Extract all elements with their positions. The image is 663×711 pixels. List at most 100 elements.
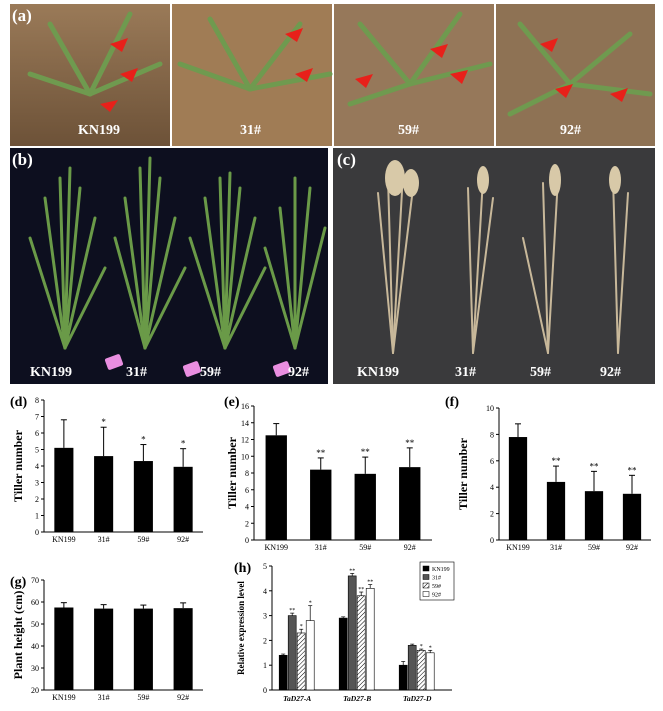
d-ytick-label: 8 <box>35 396 39 405</box>
e-sig-mark: ** <box>405 438 415 448</box>
d-xtick-label: 59# <box>137 535 149 544</box>
h-legend-label: 92# <box>432 593 441 599</box>
d-ytick-label: 6 <box>35 429 39 438</box>
panel-a-photo: (a) KN199 31# 59# 92# <box>10 4 655 146</box>
h-sig-mark: ** <box>349 568 355 574</box>
d-xtick-label: 92# <box>177 535 189 544</box>
h-panel-letter: (h) <box>234 561 251 576</box>
d-sig-mark: * <box>101 417 106 427</box>
e-bar <box>310 469 332 540</box>
h-bar <box>347 575 357 691</box>
chart-f: 0 2 4 6 8 10 (f) Tiller number KN199 ** 31# ** 59# **… <box>445 395 651 552</box>
f-ytick-label: 4 <box>490 483 494 492</box>
h-legend-label: KN199 <box>432 567 450 573</box>
e-xtick-label: 31# <box>315 543 327 552</box>
h-bar <box>425 652 435 691</box>
e-bar <box>354 473 376 540</box>
f-ylabel: Tiller number <box>456 437 470 510</box>
e-bar <box>399 467 421 540</box>
h-sig-mark: ** <box>358 587 364 593</box>
d-xtick-label: 31# <box>98 535 110 544</box>
e-ylabel: Tiller number <box>225 436 239 509</box>
e-ytick-label: 8 <box>245 469 249 478</box>
panel-c-plants-image <box>377 160 629 354</box>
g-xtick-label: KN199 <box>52 693 76 702</box>
e-ytick-label: 6 <box>245 486 249 495</box>
chart-d: 0 1 2 3 4 5 6 7 8 (d) Tiller number KN199 * 31# * 59# * 9… <box>10 395 203 544</box>
e-ytick-label: 14 <box>241 419 249 428</box>
h-bar <box>356 595 366 691</box>
h-bar <box>338 617 348 691</box>
panel-b-label-92: 92# <box>288 365 309 380</box>
h-sig-mark: * <box>309 601 312 607</box>
e-panel-letter: (e) <box>224 395 240 410</box>
d-bar <box>173 466 193 532</box>
h-ytick-label: 5 <box>263 562 267 571</box>
f-ytick-label: 8 <box>490 430 494 439</box>
h-sig-mark: * <box>420 644 423 650</box>
panel-a-label-kn199: KN199 <box>78 123 120 138</box>
chart-e: 0 2 4 6 8 10 12 14 16(e) Tiller number KN199 ** 31# *… <box>224 395 432 552</box>
panel-a-label-92: 92# <box>560 123 581 138</box>
panel-c-label-kn199: KN199 <box>357 365 399 380</box>
d-ytick-label: 5 <box>35 446 39 455</box>
h-xtick-label: TaD27-B <box>343 694 371 703</box>
panel-c-photo: (c) KN199 31# 59# 92# <box>333 148 655 384</box>
h-bar <box>305 620 315 691</box>
e-ytick-label: 2 <box>245 519 249 528</box>
panel-b-plants-image <box>28 156 327 350</box>
h-bar <box>278 654 288 691</box>
h-sig-mark: ** <box>367 580 373 586</box>
h-xtick-label: TaD27-D <box>403 694 432 703</box>
g-bar <box>94 608 114 690</box>
h-ytick-label: 3 <box>263 612 267 621</box>
g-ytick-label: 30 <box>31 664 39 673</box>
d-ytick-label: 1 <box>35 512 39 521</box>
h-legend-swatch <box>422 565 430 572</box>
h-ytick-label: 2 <box>263 636 267 645</box>
panel-a-label-59: 59# <box>398 123 419 138</box>
h-bar <box>365 588 375 691</box>
panel-b-label-59: 59# <box>200 365 221 380</box>
h-bar <box>416 650 426 691</box>
d-ylabel: Tiller number <box>11 429 25 502</box>
g-bar <box>133 608 153 690</box>
f-ytick-label: 10 <box>486 404 494 413</box>
g-xtick-label: 92# <box>177 693 189 702</box>
f-ytick-label: 2 <box>490 510 494 519</box>
g-ytick-label: 20 <box>31 686 39 695</box>
f-sig-mark: ** <box>628 465 638 475</box>
h-xtick-label: TaD27-A <box>283 694 311 703</box>
f-panel-letter: (f) <box>445 395 459 410</box>
d-bar <box>54 447 74 532</box>
d-ytick-label: 2 <box>35 495 39 504</box>
panel-b-label-kn199: KN199 <box>30 365 72 380</box>
h-sig-mark: * <box>300 624 303 630</box>
h-ytick-label: 0 <box>263 686 267 695</box>
g-xtick-label: 31# <box>98 693 110 702</box>
e-xtick-label: KN199 <box>264 543 288 552</box>
e-ytick-label: 4 <box>245 503 249 512</box>
f-bar <box>546 481 566 540</box>
h-legend-swatch <box>422 591 430 597</box>
f-bar <box>622 493 642 540</box>
d-ytick-label: 0 <box>35 528 39 537</box>
d-bar <box>94 456 114 532</box>
panel-b-label-31: 31# <box>126 365 147 380</box>
h-legend-swatch <box>422 582 430 589</box>
d-panel-letter: (d) <box>10 395 27 410</box>
f-ytick-label: 0 <box>490 536 494 545</box>
e-sig-mark: ** <box>361 447 371 457</box>
panel-c-label-92: 92# <box>600 365 621 380</box>
panel-b-letter: (b) <box>12 150 33 169</box>
panel-c-label-59: 59# <box>530 365 551 380</box>
e-bar <box>265 435 287 540</box>
h-bar <box>398 664 408 691</box>
e-sig-mark: ** <box>316 448 326 458</box>
e-xtick-label: 92# <box>404 543 416 552</box>
g-ytick-label: 70 <box>31 576 39 585</box>
h-ytick-label: 4 <box>263 587 267 596</box>
h-bar <box>407 645 417 691</box>
h-legend-label: 59# <box>432 584 441 590</box>
